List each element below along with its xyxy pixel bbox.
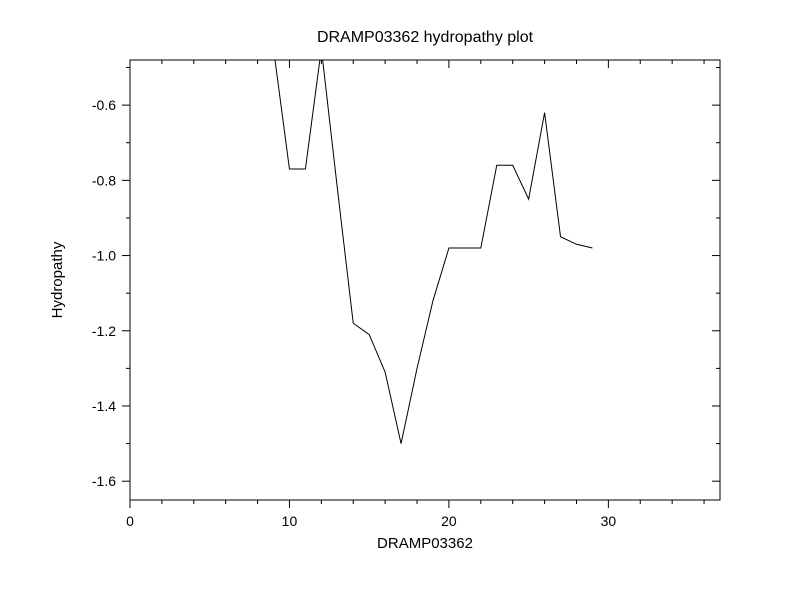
x-tick-label: 0 <box>126 513 134 529</box>
y-tick-label: -1.0 <box>92 248 116 264</box>
x-tick-label: 20 <box>441 513 457 529</box>
chart-title: DRAMP03362 hydropathy plot <box>317 29 534 46</box>
y-tick-label: -1.4 <box>92 398 116 414</box>
y-tick-label: -0.6 <box>92 97 116 113</box>
y-tick-label: -1.6 <box>92 473 116 489</box>
x-tick-label: 10 <box>282 513 298 529</box>
y-tick-label: -0.8 <box>92 172 116 188</box>
x-tick-label: 30 <box>601 513 617 529</box>
x-axis-label: DRAMP03362 <box>377 535 473 552</box>
data-line <box>274 49 593 444</box>
y-tick-label: -1.2 <box>92 323 116 339</box>
chart-container: 0 10 20 30 -1.6 -1.4 -1.2 -1.0 -0.8 -0.6 DRAMP0336… <box>0 0 800 600</box>
y-axis-label: Hydropathy <box>49 241 66 318</box>
hydropathy-plot: 0 10 20 30 -1.6 -1.4 -1.2 -1.0 -0.8 -0.6 DRAMP0336… <box>0 0 800 600</box>
